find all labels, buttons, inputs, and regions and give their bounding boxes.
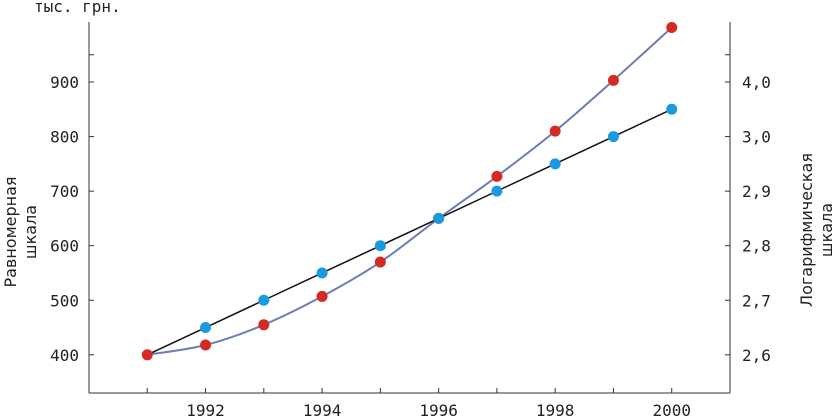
series-log-point xyxy=(491,170,503,182)
series-uniform-point xyxy=(433,212,445,224)
series-log-point xyxy=(141,349,153,361)
series-log-point xyxy=(666,21,678,33)
y-tick-label: 600 xyxy=(50,237,79,256)
series-uniform-point xyxy=(258,294,270,306)
series-uniform-point xyxy=(316,267,328,279)
series-log-point xyxy=(258,319,270,331)
x-tick-label: 1992 xyxy=(186,401,225,418)
x-tick-label: 1996 xyxy=(419,401,458,418)
left-axis-title-line2: шкала xyxy=(21,205,40,259)
series-uniform-point xyxy=(666,103,678,115)
unit-label: тыс. грн. xyxy=(34,0,121,16)
left-axis-title-line1: Равномерная xyxy=(1,176,20,287)
series-uniform-point xyxy=(607,131,619,143)
series-log-point xyxy=(374,256,386,268)
y2-ticks: 2,6 2,7 2,8 2,9 3,0 4,0 xyxy=(725,54,771,365)
y-ticks: 400 500 600 700 800 900 xyxy=(50,54,94,365)
right-axis-title-line2: шкала xyxy=(817,203,836,257)
x-tick-label: 2000 xyxy=(652,401,691,418)
y-tick-label: 900 xyxy=(50,73,79,92)
series-log-line xyxy=(147,26,673,356)
series-log-point xyxy=(549,125,561,137)
y2-tick-label: 2,8 xyxy=(742,237,771,256)
y-tick-label: 400 xyxy=(50,346,79,365)
right-axis-title: Логарифмическая шкала xyxy=(797,153,836,307)
series-uniform-point xyxy=(374,240,386,252)
x-tick-label: 1994 xyxy=(303,401,342,418)
series-layer xyxy=(141,21,678,361)
x-tick-label: 1998 xyxy=(536,401,575,418)
y2-tick-label: 2,7 xyxy=(742,291,771,310)
series-log-point xyxy=(316,290,328,302)
y-tick-label: 800 xyxy=(50,128,79,147)
right-axis-title-line1: Логарифмическая xyxy=(797,153,816,307)
series-uniform-point xyxy=(549,158,561,170)
y2-tick-label: 2,9 xyxy=(742,182,771,201)
series-log-point xyxy=(200,339,212,351)
y-tick-label: 500 xyxy=(50,291,79,310)
x-ticks: 1992 1994 1996 1998 2000 xyxy=(146,388,691,418)
series-uniform-line xyxy=(146,108,673,356)
series-log-point xyxy=(607,74,619,86)
y2-tick-label: 2,6 xyxy=(742,346,771,365)
series-uniform-point xyxy=(200,322,212,334)
y2-tick-label: 3,0 xyxy=(742,128,771,147)
y2-tick-label: 4,0 xyxy=(742,73,771,92)
left-axis-title: Равномерная шкала xyxy=(1,176,40,287)
y-tick-label: 700 xyxy=(50,182,79,201)
series-uniform-point xyxy=(491,185,503,197)
